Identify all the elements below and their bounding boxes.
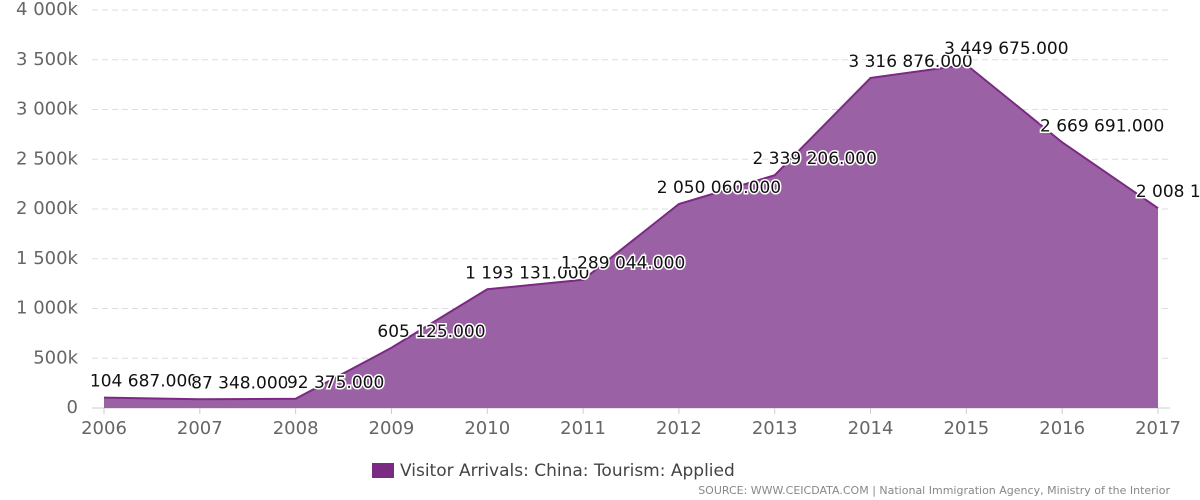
data-label: 2 339 206.000 [753,149,877,169]
grid: 0 500k 1 000k 1 500k 2 000k 2 500k 3 000k 3 500… [16,0,1181,439]
legend-swatch [372,463,394,478]
y-tick-label: 2 000k [16,198,79,219]
x-tick-label: 2015 [943,418,989,439]
y-tick-label: 1 500k [16,248,79,269]
y-tick-label: 4 000k [16,0,79,20]
x-tick-label: 2013 [752,418,798,439]
y-tick-label: 3 000k [16,99,79,120]
data-label: 87 348.000 [191,373,288,393]
x-tick-label: 2009 [369,418,415,439]
data-label: 3 449 675.000 [944,39,1068,59]
data-label: 1 193 131.000 [465,263,589,283]
source: SOURCE: WWW.CEICDATA.COM | National Immi… [698,484,1170,497]
data-label: 92 375.000 [287,373,384,393]
x-tick-label: 2007 [177,418,223,439]
x-tick-label: 2012 [656,418,702,439]
data-label: 605 125.000 [377,322,485,342]
x-tick-label: 2017 [1135,418,1181,439]
y-tick-label: 3 500k [16,49,79,70]
x-tick-label: 2011 [560,418,606,439]
data-label: 2 050 060.000 [657,178,781,198]
y-tick-label: 500k [33,347,78,368]
x-tick-label: 2016 [1039,418,1085,439]
data-label: 2 008 144.000 [1136,182,1200,202]
y-tick-label: 1 000k [16,298,79,319]
x-tick-label: 2014 [848,418,894,439]
x-tick-label: 2010 [464,418,510,439]
line [103,63,1159,401]
data-label: 2 669 691.000 [1040,116,1164,136]
data-label: 1 289 044.000 [561,254,685,274]
legend-label: Visitor Arrivals: China: Tourism: Applie… [400,461,735,481]
data-label: 104 687.000 [90,372,198,392]
y-tick-label: 0 [67,397,78,418]
plot [103,63,1159,409]
x-tick-label: 2008 [273,418,319,439]
y-tick-label: 2 500k [16,148,79,169]
data-label: 3 316 876.000 [848,52,972,72]
area [104,64,1158,409]
x-tick-label: 2006 [81,418,127,439]
